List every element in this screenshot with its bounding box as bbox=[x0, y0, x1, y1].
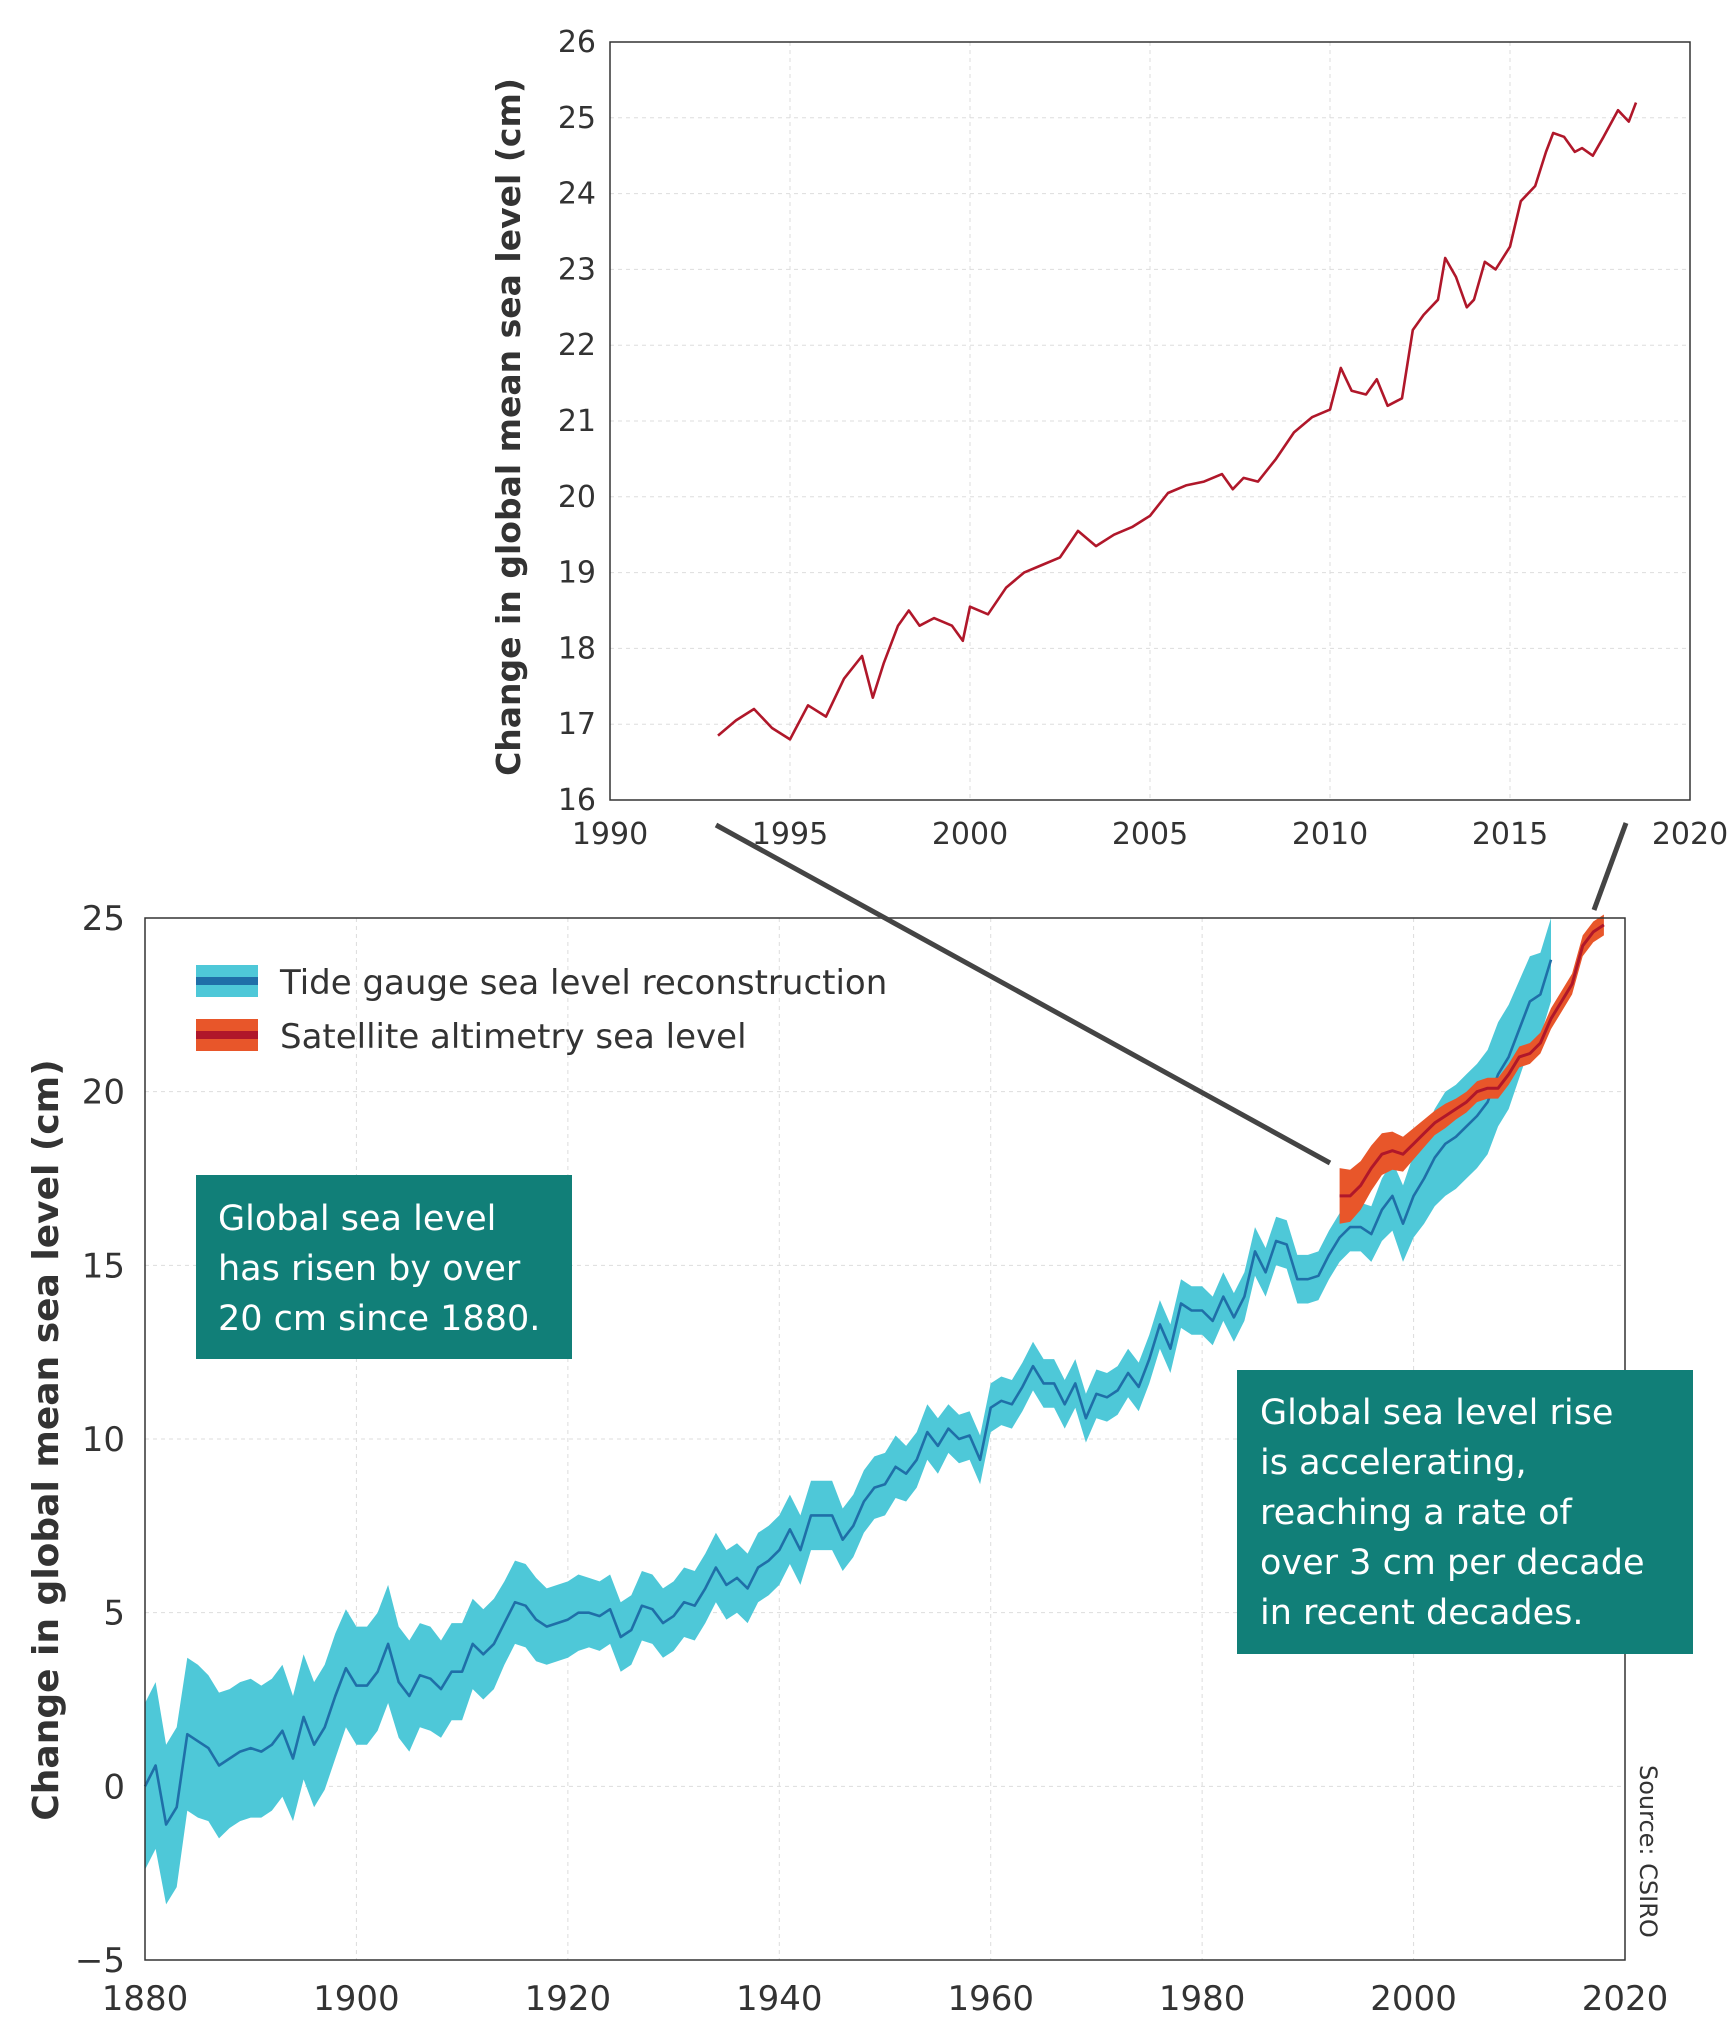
bottom-y-tick-labels: −5 0 5 10 15 20 25 bbox=[75, 899, 125, 1981]
top-x-tick-label: 2010 bbox=[1292, 817, 1368, 852]
legend-item-tide-gauge: Tide gauge sea level reconstruction bbox=[196, 963, 887, 1003]
bottom-y-tick-label: 10 bbox=[82, 1420, 125, 1460]
callout-left-line-1: Global sea level bbox=[218, 1199, 496, 1239]
top-y-tick-label: 25 bbox=[558, 101, 596, 136]
top-x-tick-label: 1990 bbox=[572, 817, 648, 852]
bottom-x-tick-label: 1880 bbox=[102, 1979, 189, 2019]
bottom-y-tick-label: 5 bbox=[103, 1594, 125, 1634]
callout-right-line-4: over 3 cm per decade bbox=[1260, 1543, 1645, 1583]
top-x-tick-label: 2000 bbox=[932, 817, 1008, 852]
bottom-x-tick-label: 1980 bbox=[1159, 1979, 1246, 2019]
satellite-uncertainty-band bbox=[1339, 914, 1604, 1224]
callout-left: Global sea level has risen by over 20 cm… bbox=[196, 1175, 572, 1359]
bottom-x-tick-labels: 1880 1900 1920 1940 1960 1980 2000 2020 bbox=[102, 1979, 1669, 2019]
top-panel: 1990 1995 2000 2005 2010 2015 2020 16 17 18 19 20 2… bbox=[489, 25, 1728, 852]
legend-swatch-tide-gauge-line bbox=[196, 977, 258, 985]
top-y-tick-label: 17 bbox=[558, 707, 596, 742]
top-x-tick-label: 2020 bbox=[1652, 817, 1728, 852]
tide-gauge-series-line bbox=[143, 959, 1553, 1826]
zoom-connector-left bbox=[714, 822, 1332, 1166]
top-x-tick-labels: 1990 1995 2000 2005 2010 2015 2020 bbox=[572, 817, 1728, 852]
source-credit: Source: CSIRO bbox=[1634, 1765, 1662, 1938]
top-y-axis-label: Change in global mean sea level (cm) bbox=[489, 78, 528, 776]
top-x-tick-label: 2015 bbox=[1472, 817, 1548, 852]
legend-item-satellite: Satellite altimetry sea level bbox=[196, 1017, 747, 1057]
top-y-tick-label: 16 bbox=[558, 783, 596, 818]
callout-right-line-2: is accelerating, bbox=[1260, 1443, 1527, 1483]
top-y-tick-label: 19 bbox=[558, 556, 596, 591]
bottom-y-tick-label: 25 bbox=[82, 899, 125, 939]
bottom-y-tick-label: 0 bbox=[103, 1767, 125, 1807]
callout-right-line-1: Global sea level rise bbox=[1260, 1393, 1613, 1433]
zoom-connector-right bbox=[1591, 822, 1629, 911]
top-y-tick-label: 26 bbox=[558, 25, 596, 60]
top-y-tick-labels: 16 17 18 19 20 21 22 23 24 25 26 bbox=[558, 25, 596, 818]
bottom-x-tick-label: 1940 bbox=[736, 1979, 823, 2019]
top-series-line bbox=[717, 102, 1638, 741]
callout-left-line-2: has risen by over bbox=[218, 1249, 521, 1289]
bottom-y-tick-label: 15 bbox=[82, 1246, 125, 1286]
bottom-x-tick-label: 2000 bbox=[1370, 1979, 1457, 2019]
top-y-tick-label: 23 bbox=[558, 252, 596, 287]
top-y-tick-label: 18 bbox=[558, 631, 596, 666]
bottom-x-tick-label: 1900 bbox=[313, 1979, 400, 2019]
bottom-x-tick-label: 1920 bbox=[525, 1979, 612, 2019]
top-y-tick-label: 22 bbox=[558, 328, 596, 363]
callout-right-line-3: reaching a rate of bbox=[1260, 1493, 1572, 1533]
top-x-tick-label: 2005 bbox=[1112, 817, 1188, 852]
legend-label-tide-gauge: Tide gauge sea level reconstruction bbox=[279, 963, 887, 1003]
callout-right-line-5: in recent decades. bbox=[1260, 1593, 1584, 1633]
bottom-y-tick-label: −5 bbox=[75, 1941, 125, 1981]
legend-label-satellite: Satellite altimetry sea level bbox=[280, 1017, 747, 1057]
top-y-tick-label: 21 bbox=[558, 404, 596, 439]
bottom-x-tick-label: 1960 bbox=[947, 1979, 1034, 2019]
top-x-tick-label: 1995 bbox=[752, 817, 828, 852]
legend-swatch-satellite-line bbox=[196, 1031, 258, 1039]
tide-gauge-uncertainty-band bbox=[145, 918, 1551, 1905]
callout-left-box bbox=[196, 1175, 572, 1359]
callout-right-box bbox=[1237, 1370, 1693, 1654]
bottom-x-tick-label: 2020 bbox=[1582, 1979, 1669, 2019]
top-y-tick-label: 20 bbox=[558, 480, 596, 515]
callout-right: Global sea level rise is accelerating, r… bbox=[1237, 1370, 1693, 1654]
legend: Tide gauge sea level reconstruction Sate… bbox=[196, 963, 887, 1057]
top-y-tick-label: 24 bbox=[558, 177, 596, 212]
bottom-y-tick-label: 20 bbox=[82, 1073, 125, 1113]
bottom-panel: 1880 1900 1920 1940 1960 1980 2000 2020 −5 0 5 10 1… bbox=[26, 899, 1693, 2019]
bottom-y-axis-label: Change in global mean sea level (cm) bbox=[26, 1059, 67, 1820]
top-gridlines bbox=[609, 41, 1691, 801]
top-plot-frame bbox=[609, 41, 1691, 801]
callout-left-line-3: 20 cm since 1880. bbox=[218, 1299, 540, 1339]
satellite-series-line bbox=[1339, 923, 1605, 1198]
